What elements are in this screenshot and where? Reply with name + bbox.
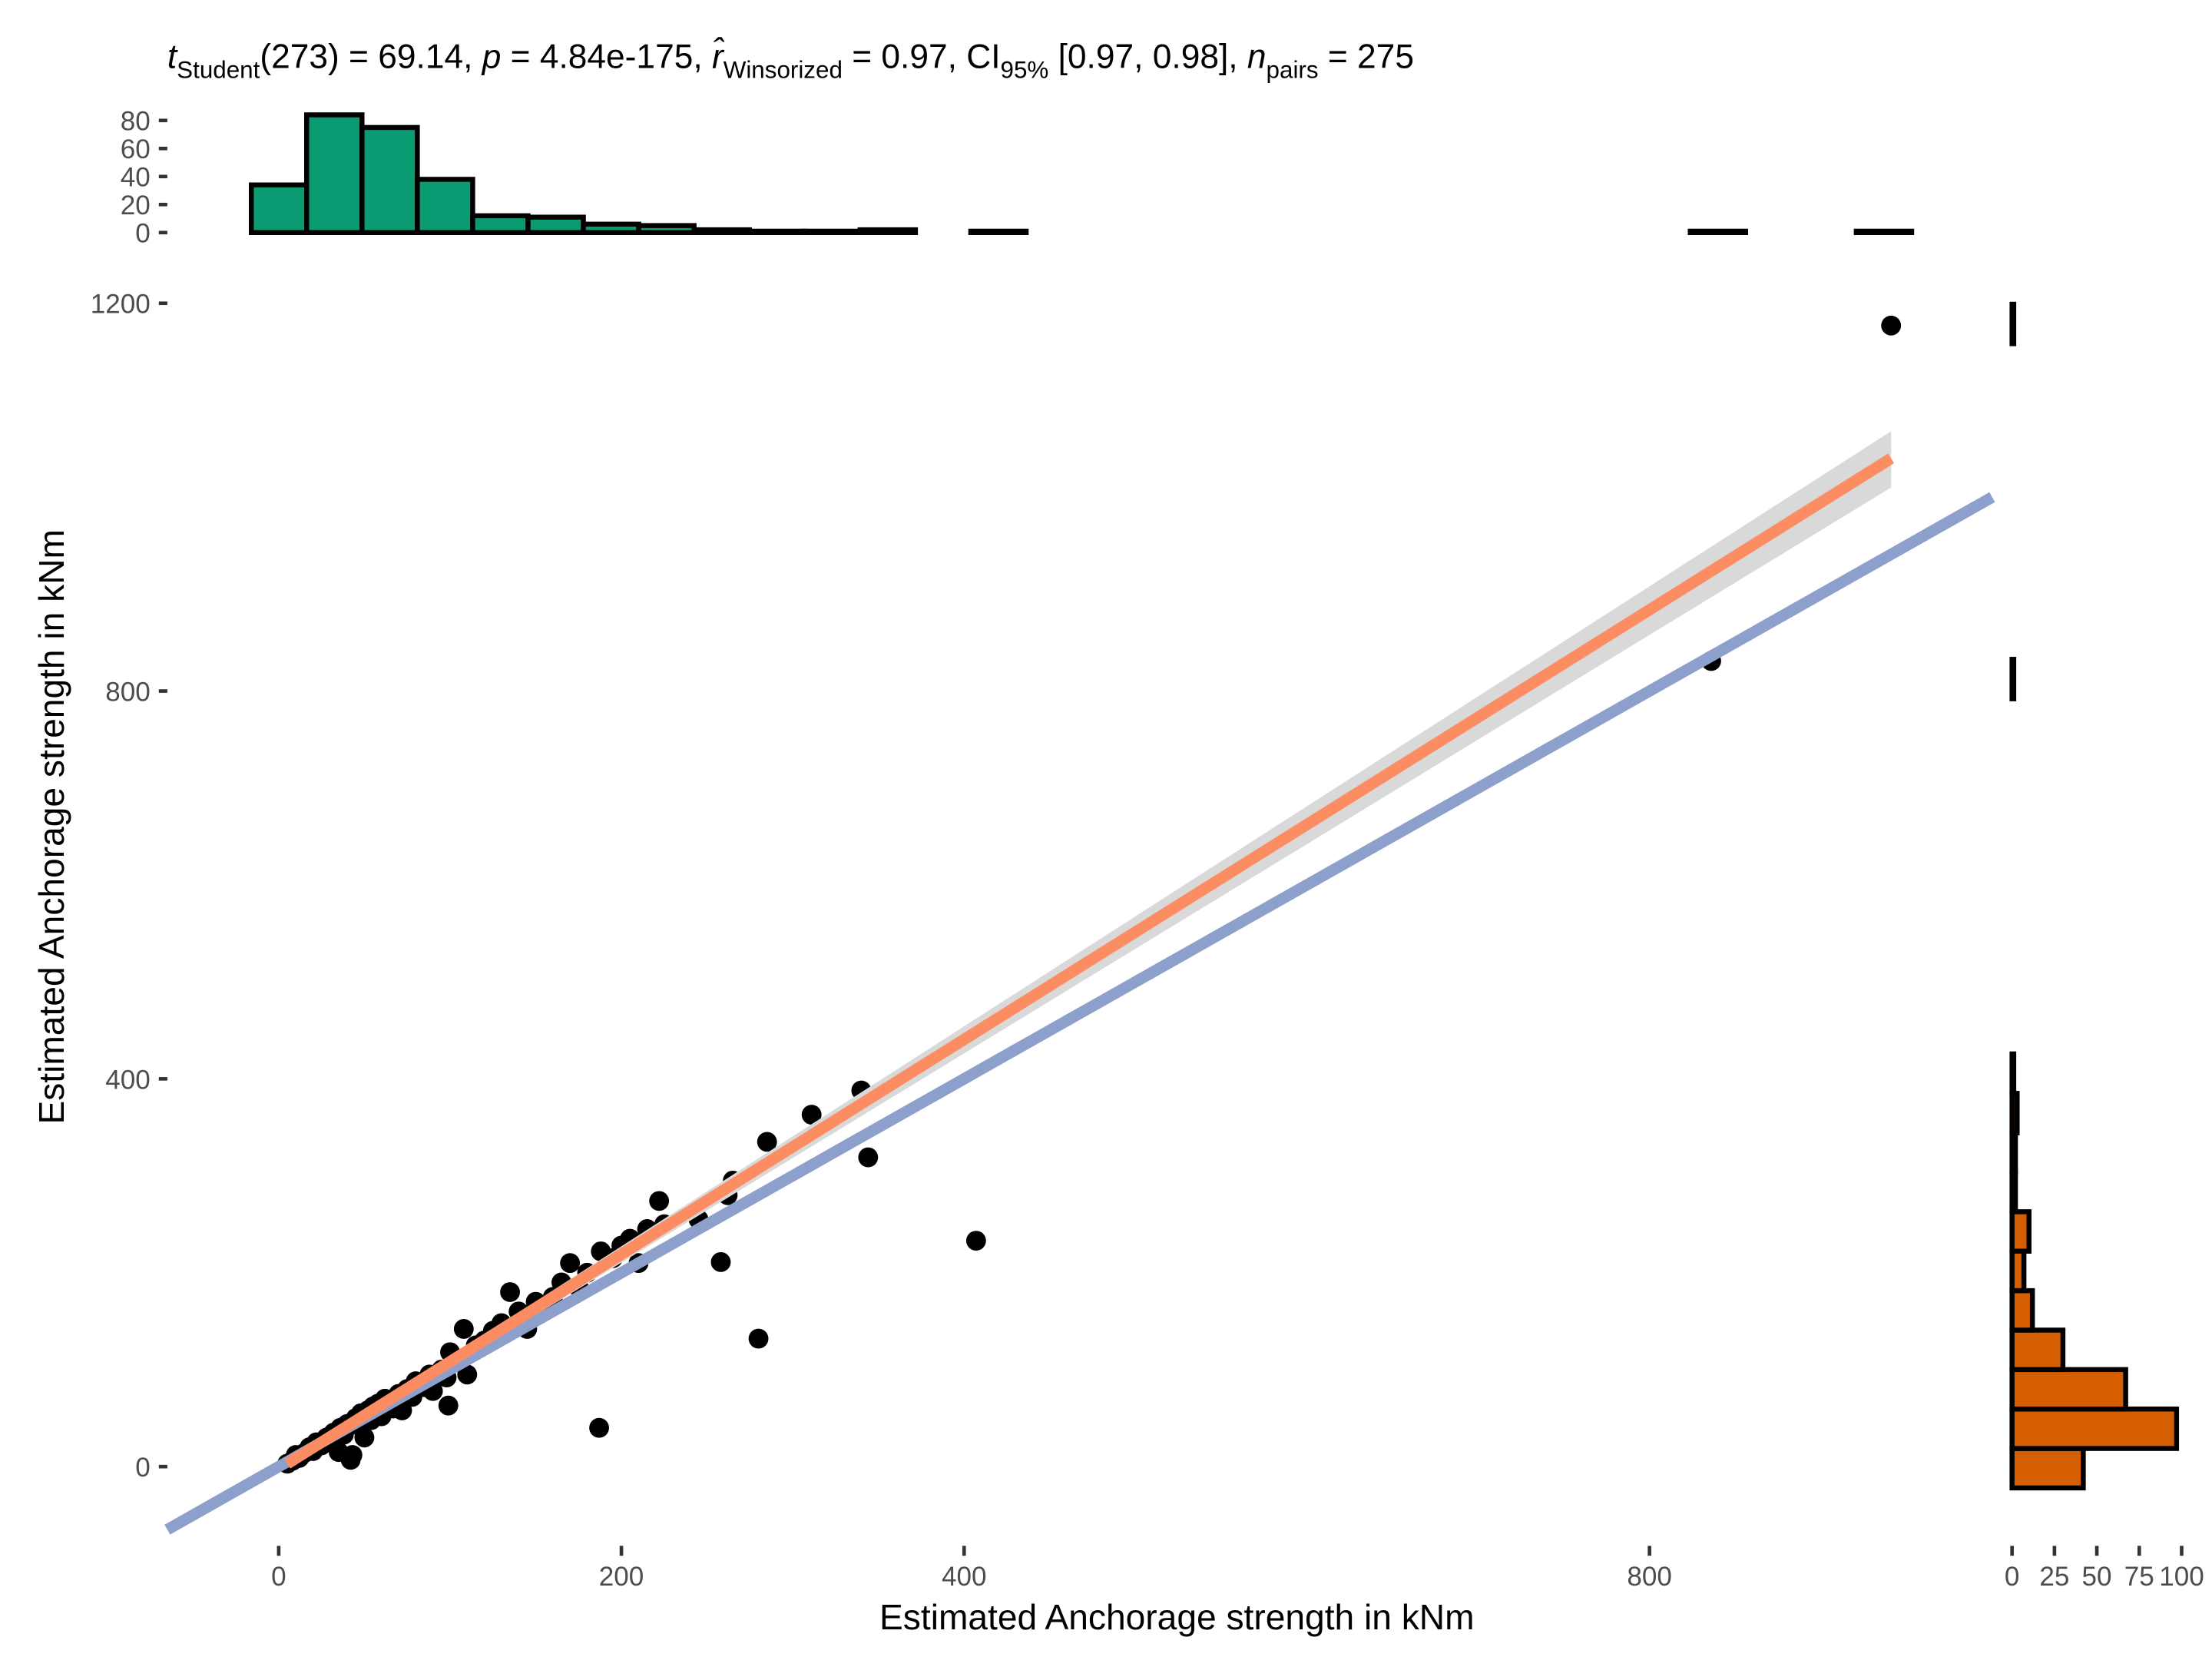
y-tick-label: 20 xyxy=(121,191,151,220)
histogram-bar xyxy=(1687,228,1749,235)
y-tick-label: 0 xyxy=(135,1453,151,1483)
point xyxy=(965,1231,986,1251)
histogram-bar xyxy=(525,214,586,235)
histogram-bar xyxy=(248,182,310,235)
y-tick-label: 60 xyxy=(121,134,151,164)
point xyxy=(354,1427,375,1448)
y-tick-label: 80 xyxy=(121,107,151,137)
histogram-bar xyxy=(581,221,641,235)
title-part: [0.97, 0.98], xyxy=(1048,38,1247,76)
x-tick-label: 50 xyxy=(2082,1562,2112,1592)
point xyxy=(1881,315,1902,336)
histogram-bar xyxy=(802,228,863,235)
chart-title: tStudent(273) = 69.14, p = 4.84e-175, r̂… xyxy=(167,36,1414,83)
point xyxy=(858,1147,879,1168)
point xyxy=(710,1251,731,1272)
point xyxy=(560,1253,581,1274)
title-part: t xyxy=(167,38,178,76)
point xyxy=(453,1319,474,1339)
title-part: (273) = 69.14, xyxy=(260,38,482,76)
histogram-bar xyxy=(857,227,919,235)
y-tick-label: 800 xyxy=(105,677,151,707)
histogram-bar xyxy=(2009,1327,2066,1373)
y-tick-label: 1200 xyxy=(91,290,151,320)
histogram-bar xyxy=(691,227,752,235)
y-axis-title: Estimated Anchorage strength in kNm xyxy=(31,529,71,1125)
histogram-bar xyxy=(2009,301,2017,346)
histogram-bar xyxy=(968,228,1029,235)
title-part: Winsorized xyxy=(724,57,843,84)
title-part: r̂ xyxy=(712,36,725,75)
x-tick-label: 800 xyxy=(1627,1562,1672,1592)
histogram-bar xyxy=(2009,1446,2086,1491)
point xyxy=(438,1395,459,1416)
histogram-bar xyxy=(1853,228,1915,235)
histogram-bar xyxy=(2009,1051,2017,1096)
x-tick-label: 75 xyxy=(2124,1562,2154,1592)
title-part: n xyxy=(1247,38,1267,76)
title-part: p xyxy=(481,38,502,76)
title-part: 95% xyxy=(1001,57,1049,84)
histogram-bar xyxy=(2009,1091,2020,1135)
title-part: = 0.97, CI xyxy=(843,38,1001,76)
identity-line xyxy=(164,492,1995,1535)
point xyxy=(457,1364,478,1385)
histogram-bar xyxy=(747,228,808,235)
histogram-bar xyxy=(304,112,365,235)
histogram-bar xyxy=(2009,1287,2035,1333)
point xyxy=(757,1132,777,1152)
histogram-bar xyxy=(2009,1367,2128,1412)
y-tick-label: 400 xyxy=(105,1065,151,1095)
x-tick-label: 0 xyxy=(271,1562,286,1592)
title-part: Student xyxy=(177,57,260,84)
histogram-bar xyxy=(2009,1209,2032,1254)
point xyxy=(500,1282,520,1302)
histogram-bar xyxy=(359,124,420,235)
title-part: = 275 xyxy=(1319,38,1414,76)
y-tick-label: 40 xyxy=(121,163,151,193)
histogram-bar xyxy=(636,223,697,235)
x-tick-label: 100 xyxy=(2159,1562,2204,1592)
x-tick-label: 200 xyxy=(599,1562,644,1592)
y-tick-label: 0 xyxy=(135,219,151,249)
title-part: pairs xyxy=(1267,57,1319,84)
histogram-bar xyxy=(2009,1406,2180,1451)
histogram-bar xyxy=(2009,1248,2027,1294)
histogram-bar xyxy=(2009,1169,2018,1215)
point xyxy=(589,1417,609,1438)
point xyxy=(342,1445,363,1465)
histogram-bar xyxy=(415,177,475,235)
histogram-bar xyxy=(2009,1130,2018,1175)
point xyxy=(649,1191,670,1211)
histogram-bar xyxy=(2009,657,2017,701)
point xyxy=(748,1328,769,1349)
x-tick-label: 0 xyxy=(2005,1562,2020,1592)
x-axis-title: Estimated Anchorage strength in kNm xyxy=(879,1597,1475,1637)
regression-line xyxy=(284,453,1895,1469)
histogram-bar xyxy=(470,213,531,235)
title-part: = 4.84e-175, xyxy=(501,38,712,76)
x-tick-label: 25 xyxy=(2039,1562,2069,1592)
point xyxy=(801,1105,822,1125)
x-tick-label: 400 xyxy=(942,1562,987,1592)
